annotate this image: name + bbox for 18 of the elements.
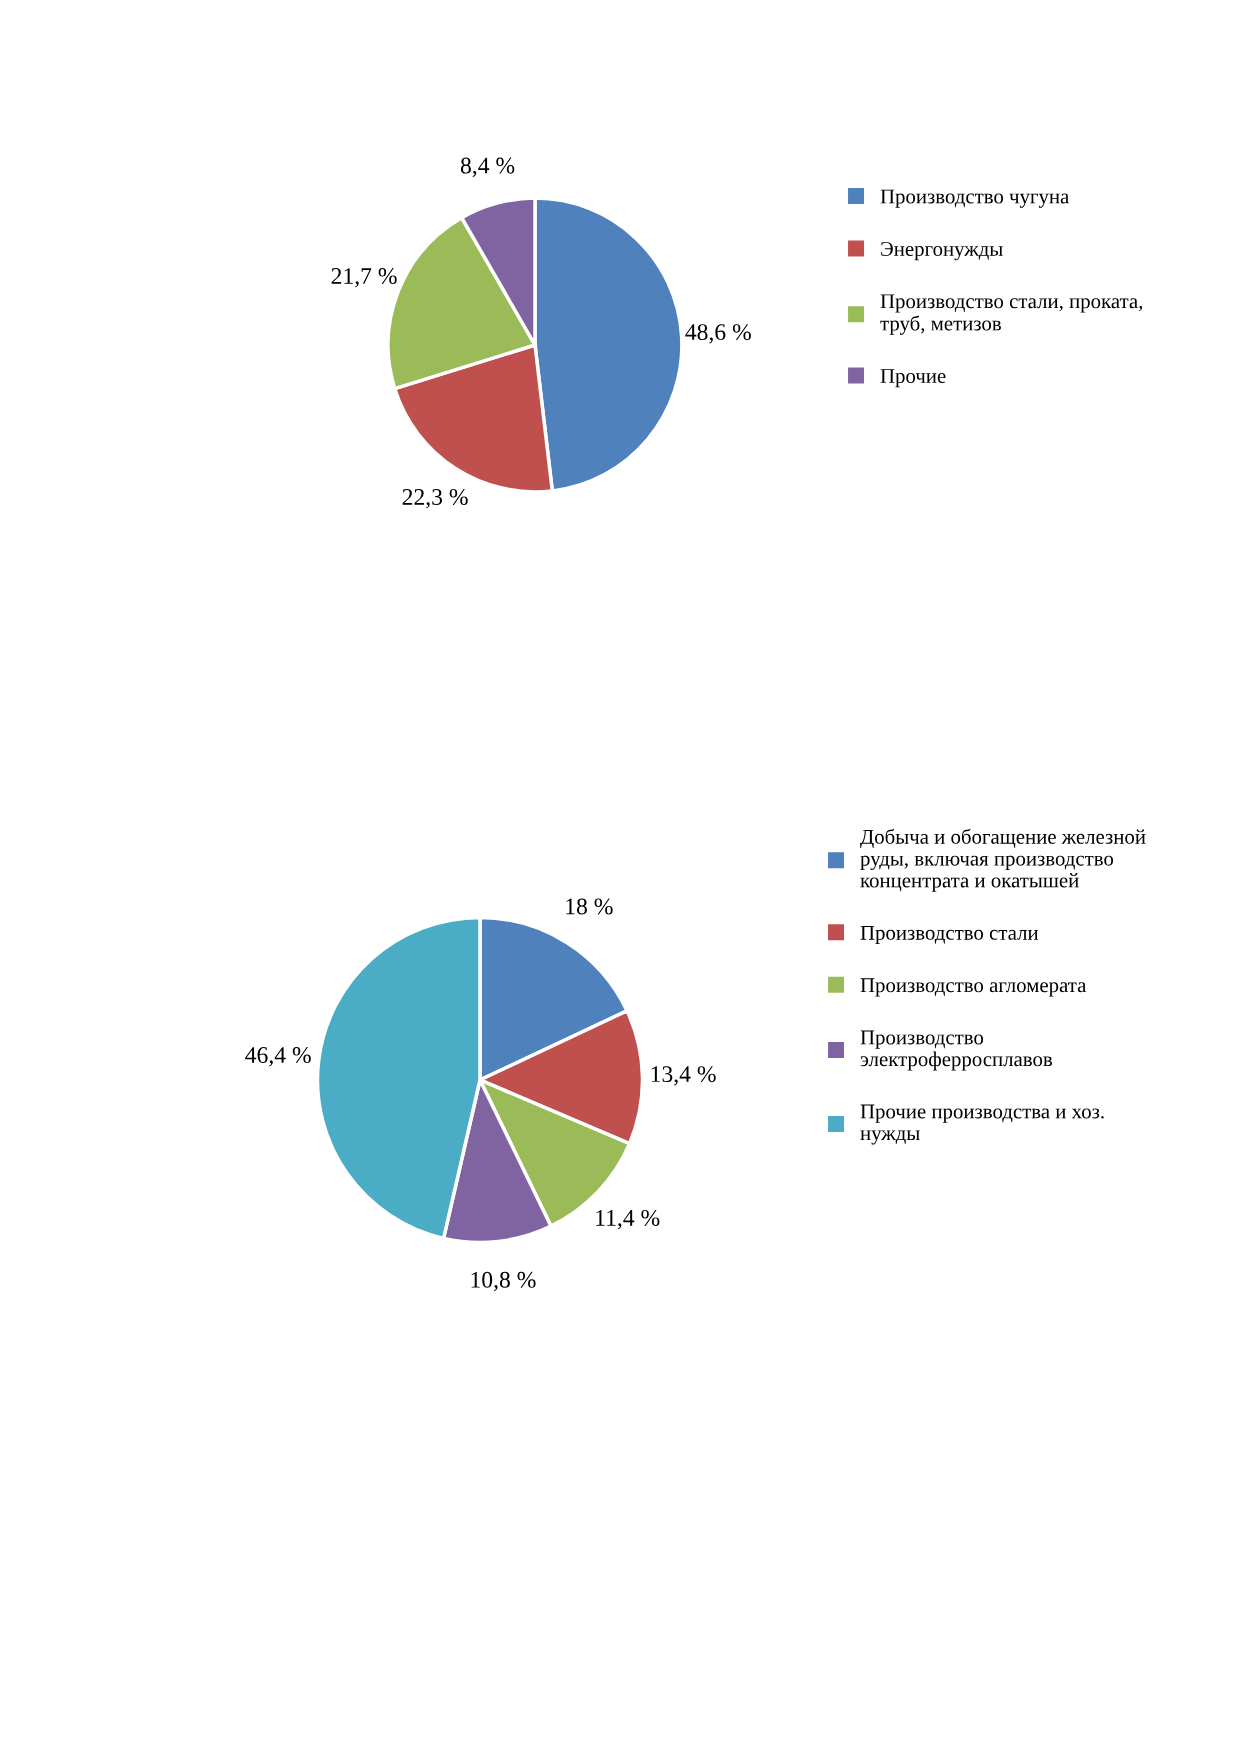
legend-label: Производство стали, проката, труб, метизов (880, 294, 1143, 335)
data-label: 48,6 % (685, 324, 751, 344)
data-label: 18 % (566, 898, 613, 915)
legend-label: Производство электроферросплавов (860, 1030, 1053, 1071)
legend-label: Добыча и обогащение железной руды, включая производство концентрата и окатышей (860, 828, 1146, 892)
legend-label: Энергонужды (881, 241, 1003, 261)
data-label: 10,8 % (471, 1271, 536, 1292)
data-label: 22,3 % (402, 489, 468, 509)
legend-label: Прочие производства и хоз. нужды (860, 1104, 1104, 1145)
data-label: 46,4 % (245, 1047, 311, 1067)
legend-label: Производство стали (860, 926, 1039, 945)
data-label: 13,4 % (651, 1066, 716, 1086)
data-label: 11,4 % (596, 1209, 660, 1230)
legend-label: Прочие (880, 369, 946, 388)
data-label: 8,4 % (460, 157, 515, 177)
data-label: 21,7 % (331, 268, 397, 288)
legend-label: Производство агломерата (860, 978, 1087, 997)
legend-label: Производство чугуна (880, 189, 1070, 208)
